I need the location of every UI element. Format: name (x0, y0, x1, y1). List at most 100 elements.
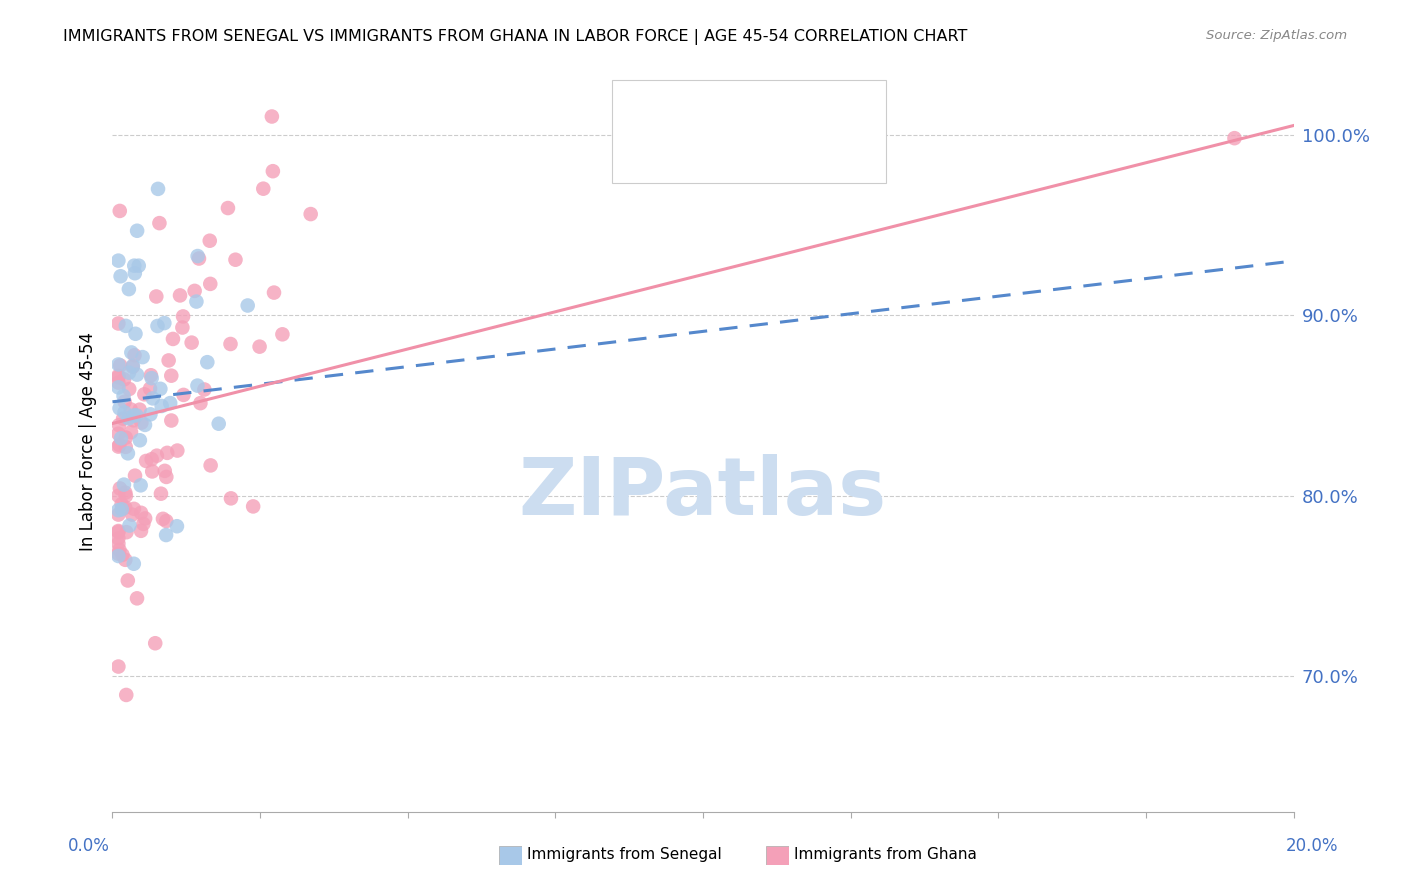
Point (108, 203, 131, 218)
Point (252, 182, 274, 196)
Point (139, 368, 162, 383)
Point (107, 524, 129, 538)
Point (112, 372, 135, 386)
Point (118, 282, 141, 296)
Point (124, 326, 146, 341)
Point (141, 465, 163, 479)
Point (141, 452, 163, 467)
Point (139, 382, 162, 396)
Point (107, 358, 129, 372)
Point (219, 337, 242, 351)
Point (219, 491, 242, 506)
Point (125, 409, 148, 423)
Point (186, 294, 208, 309)
Point (114, 553, 136, 567)
Point (131, 350, 153, 364)
Point (120, 402, 142, 417)
Point (149, 486, 172, 500)
Text: R =: R = (665, 107, 704, 125)
Point (183, 284, 205, 298)
Point (1223, 131, 1246, 145)
Point (107, 659, 129, 673)
Point (217, 201, 239, 215)
Point (153, 316, 176, 330)
Y-axis label: In Labor Force | Age 45-54: In Labor Force | Age 45-54 (79, 332, 97, 551)
Point (127, 224, 149, 238)
Point (128, 434, 150, 448)
Text: Source: ZipAtlas.com: Source: ZipAtlas.com (1206, 29, 1347, 42)
Point (122, 501, 145, 516)
Point (208, 417, 231, 431)
Point (145, 289, 167, 303)
Point (107, 440, 129, 454)
Point (129, 524, 152, 538)
Point (141, 371, 163, 385)
Point (146, 318, 169, 333)
Point (117, 411, 139, 425)
Point (118, 382, 141, 396)
Point (188, 252, 211, 266)
Point (112, 389, 135, 403)
Point (160, 413, 183, 427)
Point (160, 368, 183, 383)
Text: 0.114: 0.114 (713, 107, 769, 125)
Point (198, 234, 221, 248)
Point (110, 497, 132, 511)
Point (173, 388, 195, 402)
Point (122, 359, 145, 373)
Point (114, 318, 136, 333)
Point (159, 396, 181, 410)
Point (131, 416, 153, 430)
Point (114, 485, 136, 500)
Point (271, 327, 294, 342)
Text: 96: 96 (811, 140, 837, 158)
Point (166, 443, 188, 458)
Point (155, 514, 177, 528)
Point (186, 378, 208, 392)
Text: ZIPatlas: ZIPatlas (519, 454, 887, 533)
Point (128, 402, 150, 417)
Point (139, 407, 162, 421)
Point (124, 348, 146, 362)
Point (110, 269, 132, 284)
Point (135, 454, 157, 468)
Text: N =: N = (769, 140, 808, 158)
Point (142, 392, 165, 406)
Point (115, 525, 138, 540)
Text: Immigrants from Ghana: Immigrants from Ghana (794, 847, 977, 862)
Point (107, 508, 129, 522)
Point (157, 353, 180, 368)
Point (143, 636, 166, 650)
Point (224, 252, 246, 267)
Point (148, 216, 170, 230)
Point (117, 446, 139, 460)
Text: 0.0%: 0.0% (67, 837, 110, 855)
Point (200, 277, 222, 291)
Point (156, 446, 179, 460)
Point (150, 399, 173, 413)
Point (122, 413, 145, 427)
Point (124, 266, 146, 280)
Point (187, 249, 209, 263)
Point (108, 482, 131, 496)
Point (118, 366, 141, 380)
Point (180, 335, 202, 350)
Point (120, 425, 142, 439)
Text: 50: 50 (811, 107, 837, 125)
Point (118, 518, 141, 533)
Point (122, 409, 145, 423)
Point (263, 285, 285, 300)
Point (114, 440, 136, 454)
Point (107, 503, 129, 517)
Point (128, 259, 150, 273)
Text: 20.0%: 20.0% (1286, 837, 1339, 855)
Point (107, 489, 129, 503)
Point (108, 418, 131, 433)
Point (107, 253, 129, 268)
Point (193, 383, 215, 397)
Point (169, 288, 191, 302)
Point (299, 207, 322, 221)
Text: N =: N = (769, 107, 808, 125)
Point (108, 438, 131, 452)
Point (125, 591, 148, 606)
